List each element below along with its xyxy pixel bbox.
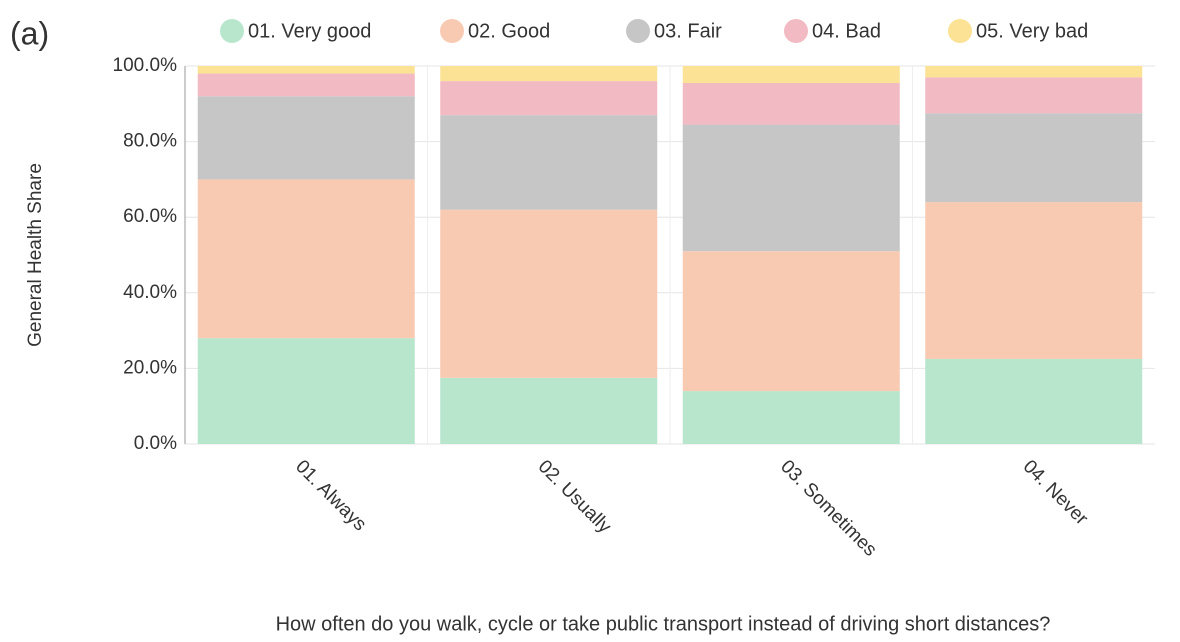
bar-segment — [682, 66, 900, 84]
legend-swatch — [626, 19, 650, 43]
y-tick-label: 60.0% — [123, 206, 177, 227]
bar-segment — [440, 66, 658, 82]
bar-segment — [440, 81, 658, 116]
x-tick-label: 03. Sometimes — [776, 456, 880, 560]
x-axis-title: How often do you walk, cycle or take pub… — [276, 613, 1051, 635]
bar-segment — [682, 391, 900, 444]
x-tick-label: 04. Never — [1019, 456, 1093, 530]
y-axis-title: General Health Share — [25, 163, 46, 347]
y-tick-label: 0.0% — [134, 433, 177, 454]
bar-segment — [197, 73, 415, 97]
legend-label: 03. Fair — [654, 20, 722, 42]
x-tick-label: 02. Usually — [534, 456, 616, 538]
legend-label: 04. Bad — [812, 20, 881, 42]
x-tick-label: 01. Always — [291, 456, 370, 535]
bar-segment — [682, 124, 900, 252]
bar-segment — [925, 113, 1143, 203]
bar-segment — [925, 202, 1143, 359]
legend-swatch — [440, 19, 464, 43]
bar-segment — [197, 66, 415, 74]
bar-segment — [682, 83, 900, 125]
legend-label: 05. Very bad — [976, 20, 1088, 42]
bar-segment — [197, 96, 415, 180]
y-tick-label: 20.0% — [123, 357, 177, 378]
y-tick-label: 100.0% — [113, 55, 178, 76]
bar-segment — [925, 358, 1143, 444]
bar-segment — [197, 179, 415, 339]
legend-label: 02. Good — [468, 20, 550, 42]
legend-swatch — [948, 19, 972, 43]
legend-label: 01. Very good — [248, 20, 371, 42]
y-tick-label: 80.0% — [123, 131, 177, 152]
bar-segment — [925, 77, 1143, 114]
legend-swatch — [220, 19, 244, 43]
bar-segment — [925, 66, 1143, 78]
bar-segment — [440, 115, 658, 210]
bar-segment — [197, 338, 415, 444]
y-tick-label: 40.0% — [123, 282, 177, 303]
bar-segment — [440, 377, 658, 444]
legend-swatch — [784, 19, 808, 43]
panel-label: (a) — [10, 15, 49, 51]
bar-segment — [440, 209, 658, 378]
bar-segment — [682, 251, 900, 392]
